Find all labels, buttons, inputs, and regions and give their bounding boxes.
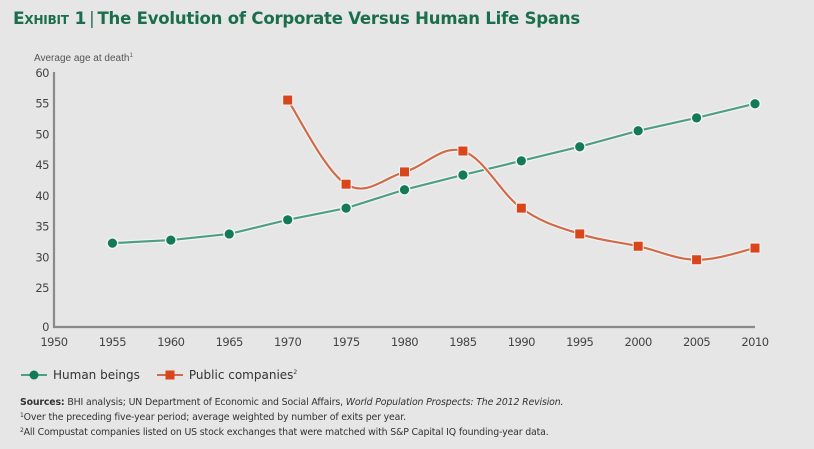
human-beings-point — [224, 229, 234, 239]
human-beings-point — [283, 215, 293, 225]
y-tick-label: 60 — [35, 66, 49, 80]
x-tick-label: 1985 — [449, 335, 476, 349]
public-companies-point — [458, 146, 468, 156]
chart-title: Exhibit 1 | The Evolution of Corporate Ver… — [13, 9, 580, 29]
x-tick-label: 1950 — [40, 335, 67, 349]
y-tick-label: 0 — [42, 320, 49, 334]
legend-item-human-beings: Human beings — [20, 368, 140, 382]
human-beings-point — [166, 235, 176, 245]
x-tick-label: 1970 — [274, 335, 301, 349]
human-beings-point — [633, 126, 643, 136]
axes — [52, 72, 755, 329]
y-tick-label: 50 — [35, 127, 49, 141]
footnote-1: 1Over the preceding five-year period; av… — [20, 412, 406, 423]
human-beings-point — [341, 203, 351, 213]
title-separator: | — [89, 9, 95, 28]
x-tick-label: 1995 — [566, 335, 593, 349]
human-beings-point — [107, 238, 118, 248]
footnotes: Sources: BHI analysis; UN Department of … — [20, 396, 564, 439]
series-public-companies — [282, 94, 761, 266]
human-beings-point — [399, 185, 410, 195]
series-group — [106, 94, 761, 266]
legend-label-human-beings: Human beings — [53, 368, 140, 382]
legend-label-public-companies: Public companies2 — [188, 368, 298, 382]
legend: Human beings Public companies2 — [20, 368, 297, 382]
x-tick-label: 2010 — [741, 335, 768, 349]
human-beings-point — [691, 113, 702, 123]
x-tick-label: 1975 — [332, 335, 359, 349]
y-tick-label: 45 — [35, 158, 49, 172]
y-axis-label: Average age at death1 — [34, 53, 133, 64]
legend-circle-marker-icon — [21, 370, 47, 380]
y-tick-labels: 0 25 30 35 40 45 50 55 60 — [35, 66, 49, 334]
exhibit-label: Exhibit 1 — [13, 9, 87, 29]
sources-note: Sources: BHI analysis; UN Department of … — [20, 397, 564, 408]
legend-square-marker-icon — [156, 370, 183, 380]
public-companies-point — [692, 255, 702, 265]
x-tick-label: 2005 — [683, 335, 710, 349]
series-human-beings — [106, 97, 761, 250]
series-line-halo — [112, 101, 756, 246]
y-tick-label: 25 — [35, 281, 49, 295]
public-companies-point — [341, 179, 351, 189]
y-tick-label: 55 — [35, 97, 49, 111]
public-companies-point — [575, 229, 585, 239]
human-beings-point — [575, 142, 585, 152]
x-tick-label: 1980 — [391, 335, 418, 349]
public-companies-point — [400, 167, 409, 177]
x-tick-label: 1965 — [216, 335, 243, 349]
public-companies-point — [516, 203, 526, 213]
human-beings-point — [750, 99, 760, 109]
public-companies-point — [750, 243, 760, 253]
x-tick-label: 2000 — [625, 335, 652, 349]
public-companies-point — [283, 95, 293, 105]
footnote-2: 2All Compustat companies listed on US st… — [20, 427, 549, 438]
human-beings-point — [458, 170, 468, 180]
public-companies-point — [633, 241, 643, 251]
title-text: The Evolution of Corporate Versus Human … — [97, 9, 581, 28]
x-tick-labels: 1950 1955 1960 1965 1970 1975 1980 1985 1990 1995… — [40, 335, 769, 349]
y-tick-label: 30 — [35, 250, 49, 264]
legend-item-public-companies: Public companies2 — [156, 368, 297, 382]
x-tick-label: 1960 — [157, 335, 184, 349]
public-companies-line — [286, 99, 756, 261]
x-tick-label: 1955 — [99, 335, 126, 349]
y-tick-label: 40 — [35, 189, 49, 203]
human-beings-point — [516, 156, 526, 166]
x-tick-label: 1990 — [508, 335, 535, 349]
human-beings-line — [112, 102, 756, 245]
y-tick-label: 35 — [35, 220, 49, 234]
series-line-halo — [285, 98, 756, 262]
